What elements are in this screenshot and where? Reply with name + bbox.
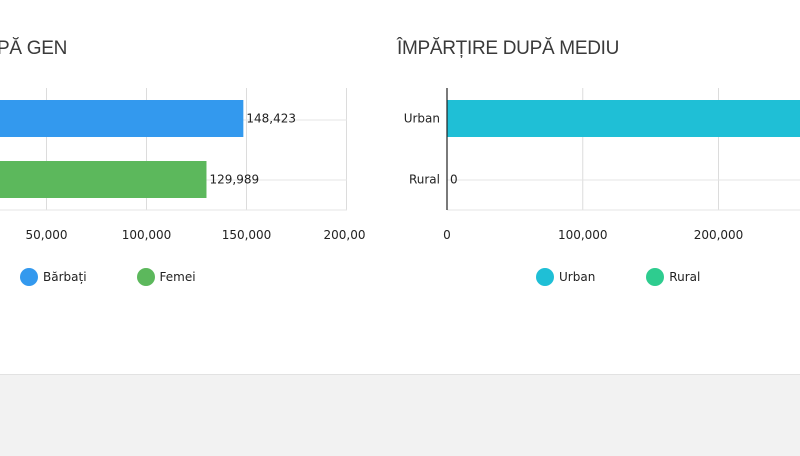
x-tick-label: 100,000 bbox=[122, 228, 172, 242]
legend-dot-rural bbox=[646, 268, 665, 286]
value-label-femei: 129,989 bbox=[209, 173, 259, 187]
x-tick-label: 100,000 bbox=[558, 228, 608, 242]
bar-bărbați bbox=[0, 100, 244, 137]
value-label-rural: 0 bbox=[450, 173, 458, 187]
x-tick-label: 50,000 bbox=[26, 228, 68, 242]
value-label-bărbați: 148,423 bbox=[246, 112, 296, 126]
category-label-urban: Urban bbox=[404, 112, 440, 126]
legend-label-barbati[interactable]: Bărbați bbox=[43, 270, 87, 284]
page-footer bbox=[0, 374, 800, 456]
legend-dot-urban bbox=[536, 268, 554, 286]
legend-label-urban[interactable]: Urban bbox=[559, 270, 596, 284]
x-tick-label: 200,00 bbox=[324, 228, 366, 242]
x-tick-label: 0 bbox=[443, 228, 451, 242]
environment-chart: Urban 0 Rural 0 100,000 200,000 bbox=[404, 88, 800, 242]
legend-label-rural[interactable]: Rural bbox=[669, 270, 701, 284]
chart-title-gen: PĂ GEN bbox=[0, 38, 67, 59]
category-label-rural: Rural bbox=[409, 173, 440, 187]
legend-dot-barbati bbox=[20, 268, 38, 286]
x-tick-label: 200,000 bbox=[694, 228, 744, 242]
legend-mediu: Urban Rural bbox=[536, 268, 700, 286]
bar-femei bbox=[0, 161, 207, 198]
gender-chart: 148,423 129,989 50,000 100,000 150,000 200,00 bbox=[0, 88, 366, 242]
bar-urban bbox=[447, 100, 800, 137]
legend-dot-femei bbox=[136, 268, 155, 286]
legend-gen: Bărbați Femei bbox=[20, 268, 196, 286]
legend-label-femei[interactable]: Femei bbox=[159, 270, 196, 284]
x-tick-label: 150,000 bbox=[222, 228, 272, 242]
charts-svg: 148,423 129,989 50,000 100,000 150,000 200,00… bbox=[0, 88, 800, 242]
chart-title-mediu: ÎMPĂRȚIRE DUPĂ MEDIU bbox=[397, 38, 620, 59]
